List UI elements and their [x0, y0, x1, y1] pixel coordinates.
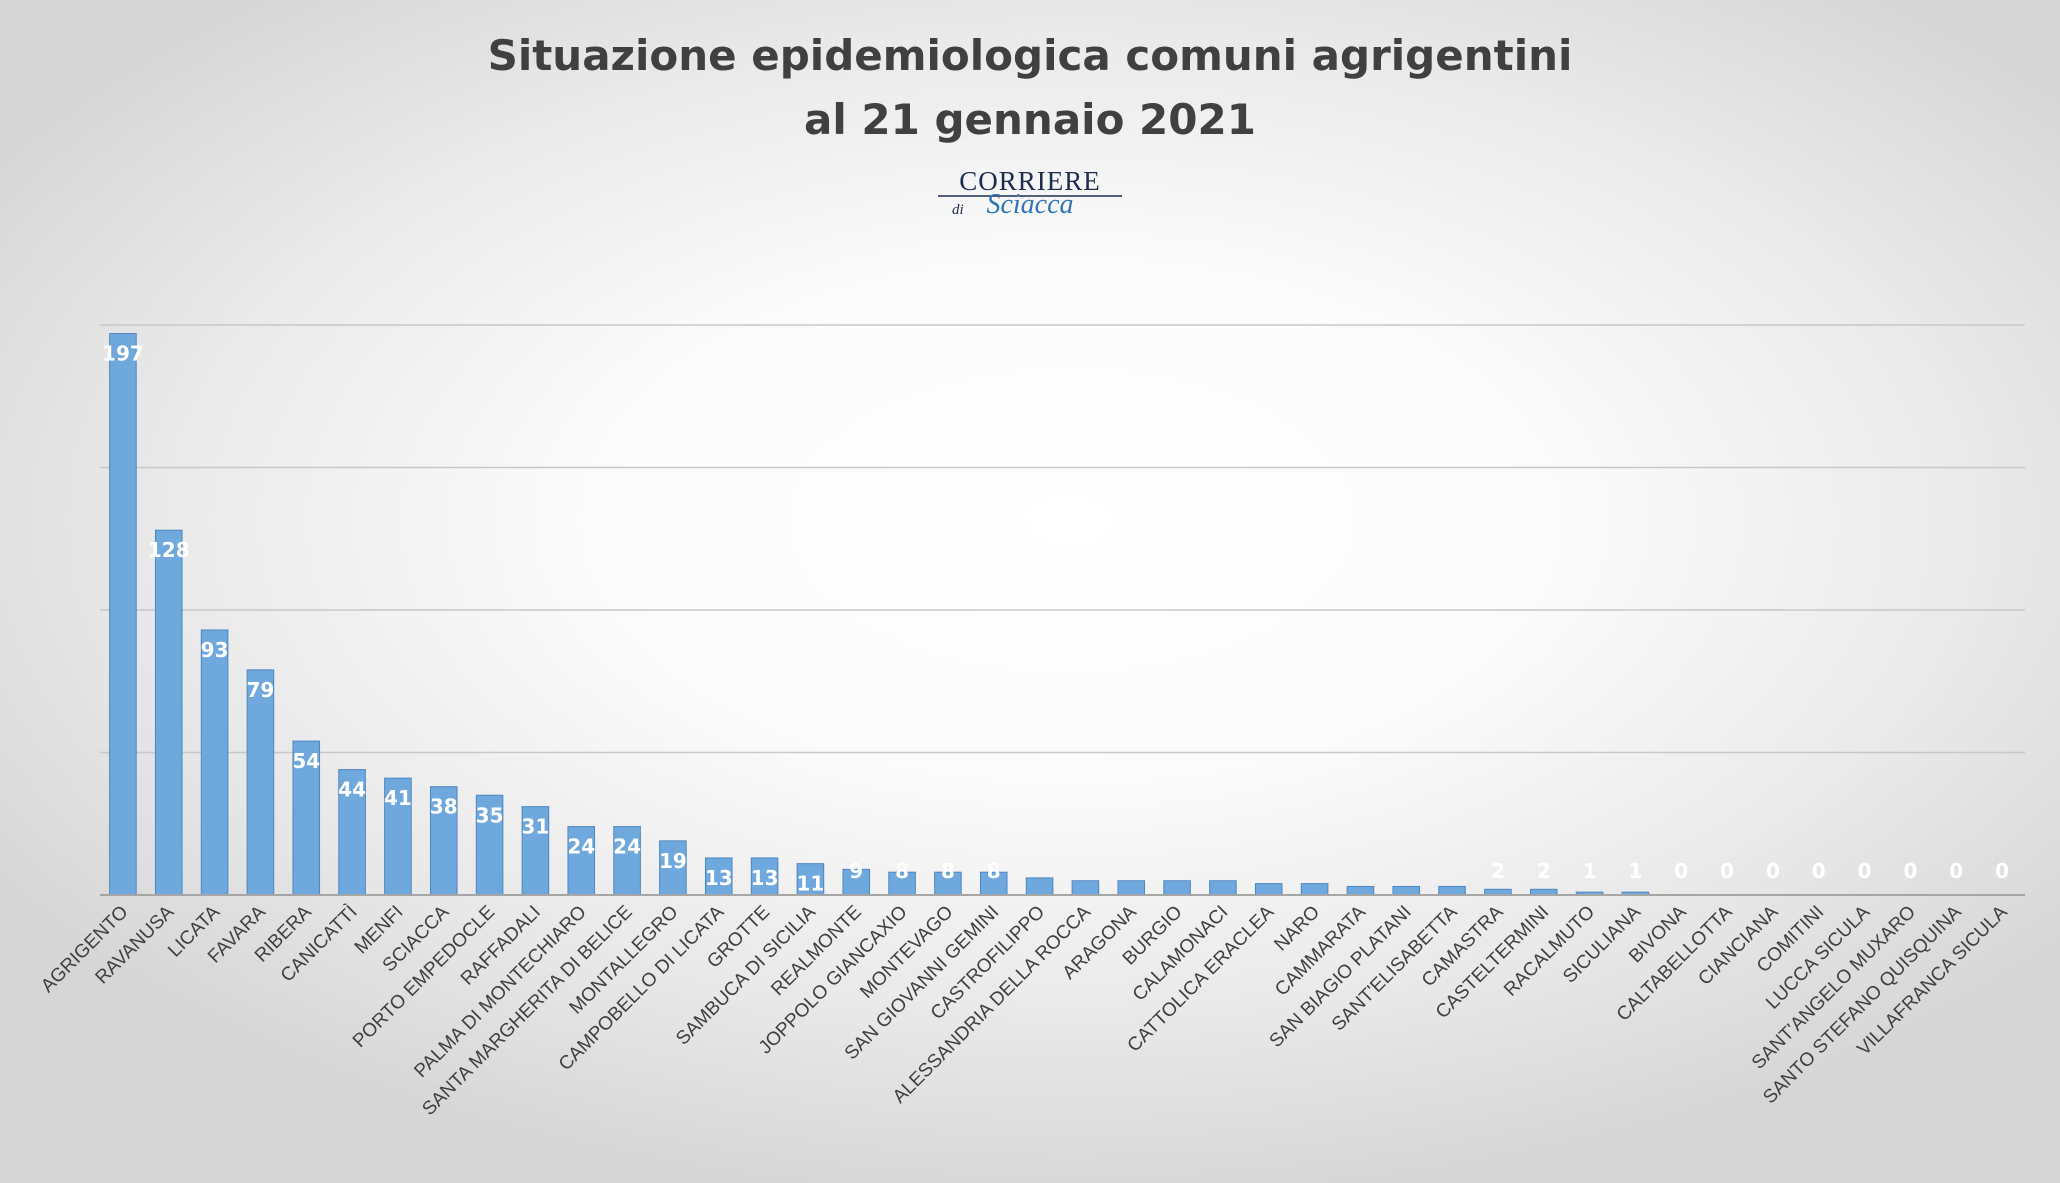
- bar: [475, 794, 504, 896]
- data-label: 2: [1537, 859, 1551, 883]
- category-labels: AGRIGENTORAVANUSALICATAFAVARARIBERACANIC…: [37, 901, 2012, 1119]
- bar: [1025, 877, 1054, 896]
- bar: [429, 786, 458, 896]
- logo-di-text: di: [952, 202, 964, 218]
- bar: [1071, 880, 1100, 896]
- data-label: 1: [1628, 859, 1642, 883]
- data-label: 2: [1491, 859, 1505, 883]
- logo-top-text: CORRIERE: [959, 166, 1101, 196]
- data-label: 8: [941, 859, 955, 883]
- bar: [246, 669, 275, 896]
- data-label: 44: [338, 778, 366, 802]
- data-label: 0: [1720, 859, 1734, 883]
- bar: [704, 857, 733, 896]
- data-label: 31: [521, 815, 549, 839]
- bar: [154, 529, 183, 896]
- data-label: 9: [849, 859, 863, 883]
- bar: [567, 826, 596, 896]
- bar: [1438, 885, 1466, 896]
- data-label: 0: [1674, 859, 1688, 883]
- data-label: 79: [246, 678, 274, 702]
- data-label: 128: [148, 538, 190, 562]
- bar: [292, 740, 321, 896]
- bars: [109, 333, 1650, 896]
- data-label: 54: [292, 749, 320, 773]
- data-label: 11: [796, 872, 824, 896]
- bar: [1254, 883, 1283, 896]
- data-label: 38: [430, 795, 458, 819]
- gridlines: [100, 324, 2025, 754]
- bar: [1346, 885, 1375, 896]
- data-label: 93: [201, 638, 229, 662]
- data-label: 1: [1583, 859, 1597, 883]
- data-label: 197: [102, 342, 144, 366]
- data-label: 0: [1995, 859, 2009, 883]
- data-label: 24: [613, 835, 641, 859]
- chart-title: Situazione epidemiologica comuni agrigen…: [488, 31, 1573, 80]
- chart-subtitle: al 21 gennaio 2021: [804, 95, 1256, 144]
- bar: [384, 777, 412, 896]
- data-label: 0: [1766, 859, 1780, 883]
- data-label: 0: [1949, 859, 1963, 883]
- data-label: 13: [751, 866, 779, 890]
- data-label: 8: [895, 859, 909, 883]
- bar: [109, 333, 137, 896]
- bar: [1392, 885, 1421, 896]
- data-label: 24: [567, 835, 595, 859]
- bar: [200, 629, 229, 896]
- bar: [613, 826, 641, 896]
- data-label: 41: [384, 786, 412, 810]
- data-label: 0: [1858, 859, 1872, 883]
- data-label: 0: [1903, 859, 1917, 883]
- corriere-di-sciacca-logo: CORRIERE di Sciacca: [938, 166, 1122, 220]
- data-label: 8: [987, 859, 1001, 883]
- logo-bottom-text: Sciacca: [986, 189, 1073, 220]
- bar: [1209, 880, 1237, 896]
- bar: [1117, 880, 1146, 896]
- bar: [1300, 883, 1329, 896]
- data-label: 19: [659, 849, 687, 873]
- bar: [521, 806, 550, 896]
- bar: [1163, 880, 1191, 896]
- bar: [750, 857, 779, 896]
- data-label: 0: [1812, 859, 1826, 883]
- data-label: 35: [476, 803, 504, 827]
- data-label: 13: [705, 866, 733, 890]
